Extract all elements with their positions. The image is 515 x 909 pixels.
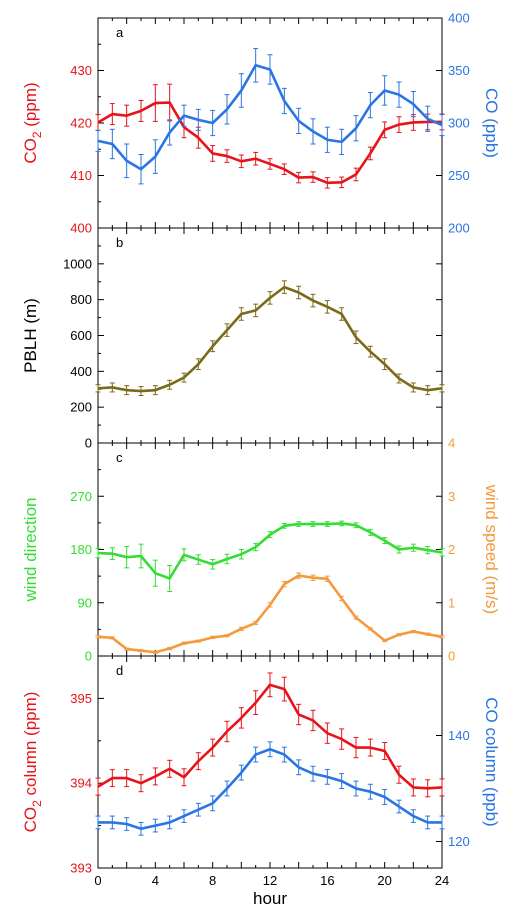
series-0 [95, 280, 445, 397]
panel-c: c 0 90 180 270 wind direction 0 1 2 3 4 wind speed … [21, 436, 501, 664]
right-axis-label: CO column (ppb) [482, 697, 501, 826]
right-axis-label: wind speed (m/s) [482, 484, 501, 614]
left-axis-label: wind direction [21, 498, 40, 603]
left-tick-label: 200 [70, 400, 92, 415]
left-tick-label: 0 [85, 649, 92, 664]
left-tick-label: 393 [70, 861, 92, 876]
right-tick-label: 3 [448, 489, 455, 504]
right-tick-label: 4 [448, 436, 455, 451]
left-tick-label: 90 [78, 595, 92, 610]
panel-b: b 0 200 400 600 800 1000 PBLH (m) [21, 227, 445, 451]
left-axis-label: PBLH (m) [21, 298, 40, 373]
series-line [97, 285, 443, 393]
panel-frame [97, 442, 443, 657]
x-tick-label: 0 [94, 873, 101, 888]
x-tick-label: 24 [435, 873, 449, 888]
panel-letter: d [116, 663, 123, 678]
series-line [97, 522, 443, 580]
series-line [97, 101, 442, 185]
left-tick-label: 270 [70, 489, 92, 504]
series-1 [95, 572, 445, 654]
left-tick-label: 400 [70, 221, 92, 236]
series-line [97, 683, 443, 790]
right-tick-label: 0 [448, 649, 455, 664]
right-tick-label: 1 [448, 595, 455, 610]
x-tick-label: 12 [263, 873, 277, 888]
series-line [98, 747, 442, 831]
left-tick-label: 180 [70, 542, 92, 557]
left-axis-label: CO2 (ppm) [21, 82, 44, 163]
right-tick-label: 250 [448, 168, 470, 183]
right-axis-label: CO (ppb) [482, 88, 501, 158]
left-tick-label: 600 [70, 328, 92, 343]
panel-letter: a [116, 25, 124, 40]
panel-a: a 400 410 420 430 CO2 (ppm) 200 250 300 350 400 CO … [21, 11, 501, 236]
x-tick-label: 16 [320, 873, 334, 888]
right-tick-label: 120 [448, 834, 470, 849]
panel-letter: c [116, 450, 123, 465]
right-tick-label: 400 [448, 11, 470, 26]
x-tick-label: 4 [152, 873, 159, 888]
right-tick-label: 350 [448, 63, 470, 78]
left-tick-label: 430 [70, 63, 92, 78]
left-tick-label: 420 [70, 116, 92, 131]
right-tick-label: 300 [448, 116, 470, 131]
right-tick-label: 200 [448, 221, 470, 236]
left-tick-label: 0 [85, 436, 92, 451]
series-0 [95, 672, 445, 798]
left-tick-label: 394 [70, 776, 92, 791]
left-tick-label: 410 [70, 168, 92, 183]
left-tick-label: 400 [70, 364, 92, 379]
right-tick-label: 140 [448, 728, 470, 743]
panel-letter: b [116, 235, 123, 250]
left-tick-label: 800 [70, 292, 92, 307]
series-1 [95, 741, 445, 836]
panel-frame [97, 17, 443, 229]
left-axis-label: CO2 column (ppm) [21, 692, 44, 833]
left-tick-label: 1000 [63, 256, 92, 271]
series-line [97, 63, 443, 171]
x-axis-label: hour [253, 889, 287, 908]
series-line [97, 574, 443, 654]
series-0 [95, 520, 445, 593]
right-tick-label: 2 [448, 542, 455, 557]
series-0 [95, 83, 445, 189]
panel-d: d 393 394 395 CO2 column (ppm) 120 140 CO colum… [21, 655, 501, 876]
x-tick-label: 8 [209, 873, 216, 888]
left-tick-label: 395 [70, 691, 92, 706]
x-tick-label: 20 [377, 873, 391, 888]
panel-frame [97, 227, 443, 444]
series-1 [95, 47, 445, 185]
